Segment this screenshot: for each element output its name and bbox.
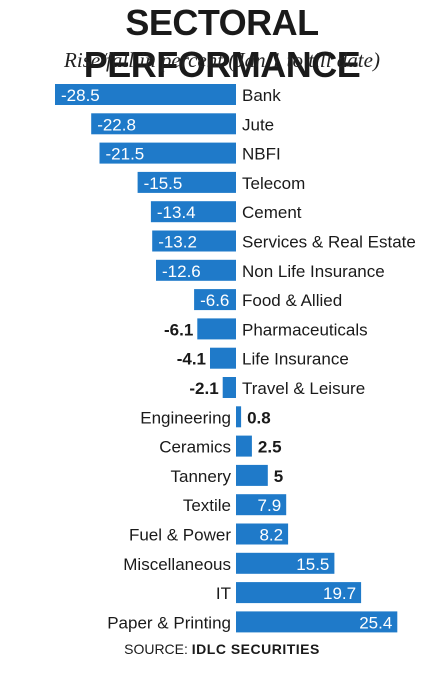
bar bbox=[236, 435, 252, 457]
bar bbox=[99, 142, 236, 164]
value-label: 19.7 bbox=[323, 584, 356, 603]
value-label: 5 bbox=[274, 467, 283, 486]
value-label: -6.6 bbox=[200, 291, 229, 310]
bar bbox=[236, 406, 242, 428]
value-label: -12.6 bbox=[162, 262, 201, 281]
category-label: Life Insurance bbox=[242, 350, 349, 369]
bar bbox=[152, 230, 236, 252]
value-label: -28.5 bbox=[61, 86, 100, 105]
category-label: Paper & Printing bbox=[107, 613, 231, 632]
value-label: -6.1 bbox=[164, 320, 193, 339]
bar bbox=[156, 259, 236, 281]
category-label: Services & Real Estate bbox=[242, 233, 416, 252]
category-label: IT bbox=[216, 584, 231, 603]
value-label: 8.2 bbox=[259, 526, 283, 545]
category-label: NBFI bbox=[242, 145, 281, 164]
value-label: 2.5 bbox=[258, 438, 282, 457]
source-note: SOURCE: IDLC SECURITIES bbox=[0, 641, 444, 657]
bar bbox=[236, 582, 362, 604]
bar-chart: Bank -28.5 Jute -22.8 NBFI -21.5 Telecom -15.5 C… bbox=[55, 84, 416, 633]
value-label: -4.1 bbox=[177, 350, 206, 369]
category-label: Textile bbox=[183, 496, 231, 515]
category-label: Jute bbox=[242, 115, 274, 134]
bar bbox=[150, 201, 236, 223]
category-label: Miscellaneous bbox=[123, 555, 231, 574]
bar bbox=[210, 347, 236, 369]
category-label: Bank bbox=[242, 86, 281, 105]
category-label: Cement bbox=[242, 203, 302, 222]
value-label: 0.8 bbox=[247, 408, 271, 427]
category-label: Travel & Leisure bbox=[242, 379, 365, 398]
value-label: 7.9 bbox=[258, 496, 282, 515]
category-label: Engineering bbox=[140, 408, 231, 427]
chart-title: SECTORAL PERFORMANCE bbox=[83, 2, 361, 85]
bar bbox=[236, 464, 268, 486]
category-label: Telecom bbox=[242, 174, 305, 193]
chart-subtitle: Rise/fall in percent (Jan 1 to till date… bbox=[64, 48, 380, 72]
value-label: -2.1 bbox=[189, 379, 218, 398]
value-label: 25.4 bbox=[359, 613, 392, 632]
bar bbox=[236, 611, 398, 633]
category-label: Fuel & Power bbox=[129, 526, 231, 545]
value-label: -13.2 bbox=[158, 233, 197, 252]
bar bbox=[197, 318, 236, 340]
bar bbox=[236, 552, 335, 574]
bar bbox=[137, 171, 236, 193]
value-label: -13.4 bbox=[157, 203, 196, 222]
value-label: -22.8 bbox=[97, 115, 136, 134]
value-label: -15.5 bbox=[144, 174, 183, 193]
category-label: Tannery bbox=[171, 467, 232, 486]
bar bbox=[222, 377, 236, 398]
value-label: -21.5 bbox=[106, 145, 145, 164]
category-label: Non Life Insurance bbox=[242, 262, 385, 281]
bar bbox=[236, 523, 289, 545]
category-label: Food & Allied bbox=[242, 291, 342, 310]
bar bbox=[91, 113, 236, 135]
source-name: IDLC SECURITIES bbox=[191, 641, 320, 657]
bar bbox=[194, 289, 236, 311]
category-label: Pharmaceuticals bbox=[242, 320, 368, 339]
source-label: SOURCE: bbox=[124, 641, 188, 657]
category-label: Ceramics bbox=[159, 438, 231, 457]
value-label: 15.5 bbox=[296, 555, 329, 574]
bar bbox=[236, 494, 287, 516]
bar bbox=[55, 84, 236, 105]
